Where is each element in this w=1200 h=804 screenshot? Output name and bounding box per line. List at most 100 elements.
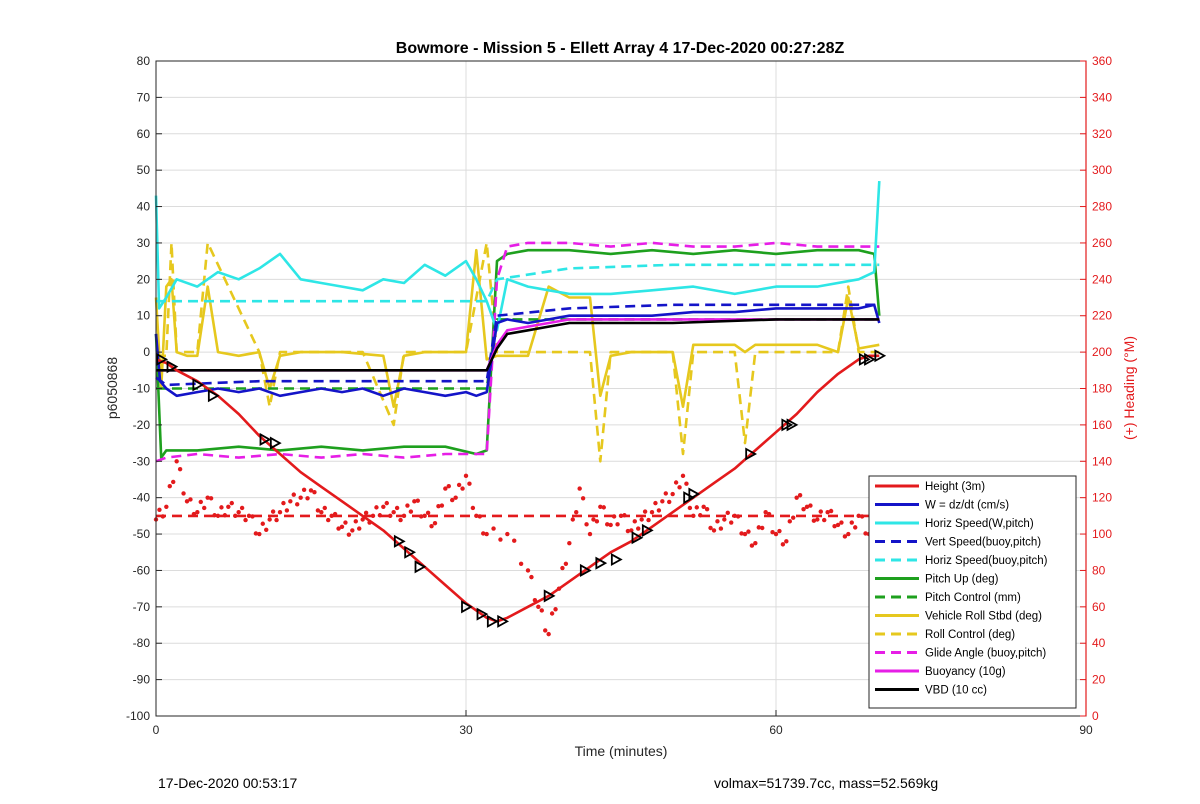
- heading-point: [791, 515, 796, 520]
- heading-point: [808, 503, 813, 508]
- heading-point: [381, 504, 386, 509]
- heading-point: [205, 495, 210, 500]
- y2-tick-label: 80: [1092, 563, 1106, 577]
- heading-point: [715, 519, 720, 524]
- heading-point: [828, 508, 834, 514]
- legend-entry: Horiz Speed(buoy,pitch): [925, 555, 1048, 567]
- y-tick-label: 80: [137, 54, 151, 68]
- heading-point: [667, 499, 672, 505]
- legend-entry: Vehicle Roll Stbd (deg): [925, 611, 1042, 623]
- heading-point: [453, 495, 458, 500]
- heading-point: [846, 531, 851, 537]
- height-marker: [864, 352, 876, 366]
- heading-point: [243, 517, 248, 523]
- heading-point: [415, 498, 420, 503]
- heading-point: [236, 510, 241, 515]
- height-marker: [688, 487, 701, 501]
- heading-point: [605, 522, 610, 527]
- y2-tick-label: 240: [1092, 272, 1112, 286]
- chart-title: Bowmore - Mission 5 - Ellett Array 4 17-…: [396, 40, 845, 57]
- y2-tick-label: 60: [1092, 600, 1106, 614]
- heading-point: [394, 505, 400, 511]
- y2-tick-label: 40: [1092, 636, 1106, 650]
- heading-point: [264, 527, 269, 533]
- heading-point: [677, 485, 682, 490]
- heading-point: [849, 520, 854, 525]
- y-tick-label: -90: [133, 673, 151, 687]
- x-axis-label: Time (minutes): [575, 743, 668, 759]
- heading-point: [343, 520, 348, 525]
- y2-tick-label: 280: [1092, 200, 1112, 214]
- heading-point: [753, 540, 758, 546]
- heading-point: [673, 480, 679, 485]
- y-tick-label: -100: [126, 709, 150, 723]
- heading-point: [577, 486, 582, 491]
- heading-point: [660, 499, 665, 504]
- y2-tick-label: 300: [1092, 163, 1112, 177]
- heading-point: [429, 523, 434, 529]
- heading-point: [443, 486, 448, 491]
- heading-point: [811, 518, 817, 523]
- heading-point: [350, 528, 355, 533]
- height-marker: [414, 560, 427, 574]
- y-tick-label: -20: [133, 418, 151, 432]
- height-marker: [192, 378, 205, 392]
- y-tick-label: -10: [133, 382, 151, 396]
- heading-point: [188, 497, 193, 502]
- heading-point: [274, 517, 279, 523]
- legend-entry: Vert Speed(buoy,pitch): [925, 537, 1041, 549]
- heading-point: [825, 510, 830, 515]
- heading-point: [157, 507, 162, 512]
- y-tick-label: -80: [133, 636, 151, 650]
- height-marker: [393, 534, 406, 548]
- heading-point: [491, 526, 496, 531]
- heading-point: [794, 495, 799, 500]
- heading-point: [646, 517, 651, 523]
- heading-point: [456, 482, 462, 488]
- heading-point: [177, 466, 183, 472]
- height-marker: [461, 600, 473, 614]
- height-marker: [259, 432, 272, 446]
- heading-point: [684, 481, 689, 486]
- y-tick-label: 20: [137, 272, 151, 286]
- y2-tick-label: 0: [1092, 709, 1099, 723]
- heading-point: [319, 510, 324, 515]
- heading-point: [704, 506, 710, 512]
- height-marker: [543, 589, 556, 603]
- series-w-dz-dt-cm-s: [154, 303, 881, 398]
- y-tick-label: 10: [137, 309, 151, 323]
- heading-point: [277, 510, 283, 515]
- heading-point: [463, 473, 469, 479]
- heading-point: [336, 526, 341, 531]
- footer-timestamp: 17-Dec-2020 00:53:17: [158, 775, 298, 791]
- heading-point: [405, 503, 410, 508]
- heading-point: [835, 522, 841, 528]
- heading-point: [505, 531, 510, 537]
- heading-point: [815, 517, 820, 522]
- x-tick-label: 0: [153, 723, 160, 737]
- heading-point: [722, 517, 727, 522]
- heading-point: [246, 513, 252, 519]
- footer-vehicle-info: volmax=51739.7cc, mass=52.569kg: [714, 775, 938, 791]
- heading-point: [567, 540, 572, 546]
- legend-box: [868, 475, 1077, 709]
- heading-point: [608, 522, 613, 528]
- y-tick-label: -60: [133, 563, 151, 577]
- height-marker: [156, 352, 169, 366]
- legend: Height (3m) W = dz/dt (cm/s) Horiz Speed(W…: [868, 475, 1077, 709]
- y-tick-label: -30: [133, 454, 151, 468]
- height-marker: [610, 552, 623, 567]
- heading-point: [653, 500, 658, 506]
- heading-point: [239, 505, 245, 511]
- heading-point: [670, 491, 675, 497]
- heading-point: [680, 473, 686, 479]
- height-marker: [207, 389, 220, 403]
- heading-point: [649, 510, 655, 515]
- heading-point: [525, 568, 531, 573]
- heading-point: [580, 496, 586, 501]
- y-tick-label: 50: [137, 163, 151, 177]
- heading-point: [563, 561, 569, 566]
- heading-point: [164, 504, 169, 509]
- y-tick-label: 60: [137, 127, 151, 141]
- heading-point: [257, 531, 262, 537]
